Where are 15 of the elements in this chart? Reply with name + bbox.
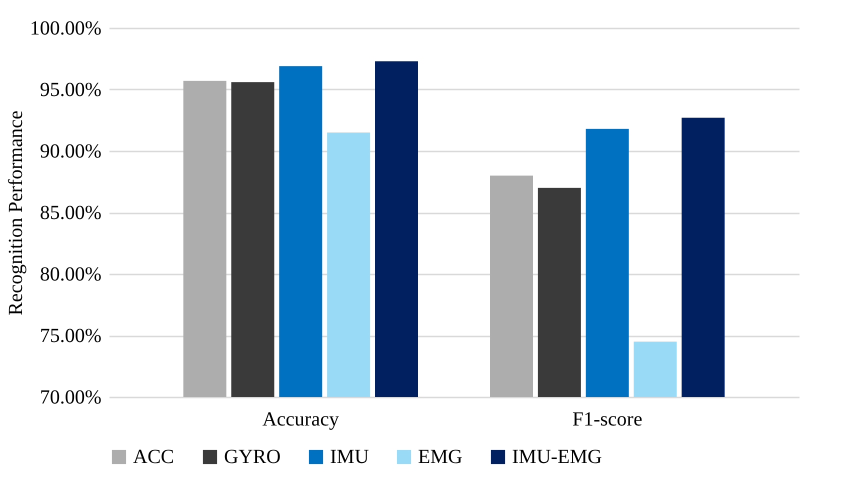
y-axis-title: Recognition Performance bbox=[4, 110, 27, 316]
x-tick-label: Accuracy bbox=[262, 408, 339, 430]
legend-label: IMU-EMG bbox=[512, 446, 602, 468]
legend-label: GYRO bbox=[224, 446, 281, 468]
y-tick-label: 100.00% bbox=[30, 18, 102, 40]
y-tick-label: 80.00% bbox=[40, 264, 102, 286]
legend-label: ACC bbox=[133, 446, 174, 468]
y-tick-label: 90.00% bbox=[40, 140, 102, 162]
y-tick-label: 85.00% bbox=[40, 202, 102, 224]
x-tick-label: F1-score bbox=[572, 408, 642, 430]
legend-label: IMU bbox=[330, 446, 370, 468]
y-tick-label: 75.00% bbox=[40, 325, 102, 347]
y-tick-label: 70.00% bbox=[40, 386, 102, 408]
legend-label: EMG bbox=[418, 446, 462, 468]
y-tick-label: 95.00% bbox=[40, 79, 102, 101]
